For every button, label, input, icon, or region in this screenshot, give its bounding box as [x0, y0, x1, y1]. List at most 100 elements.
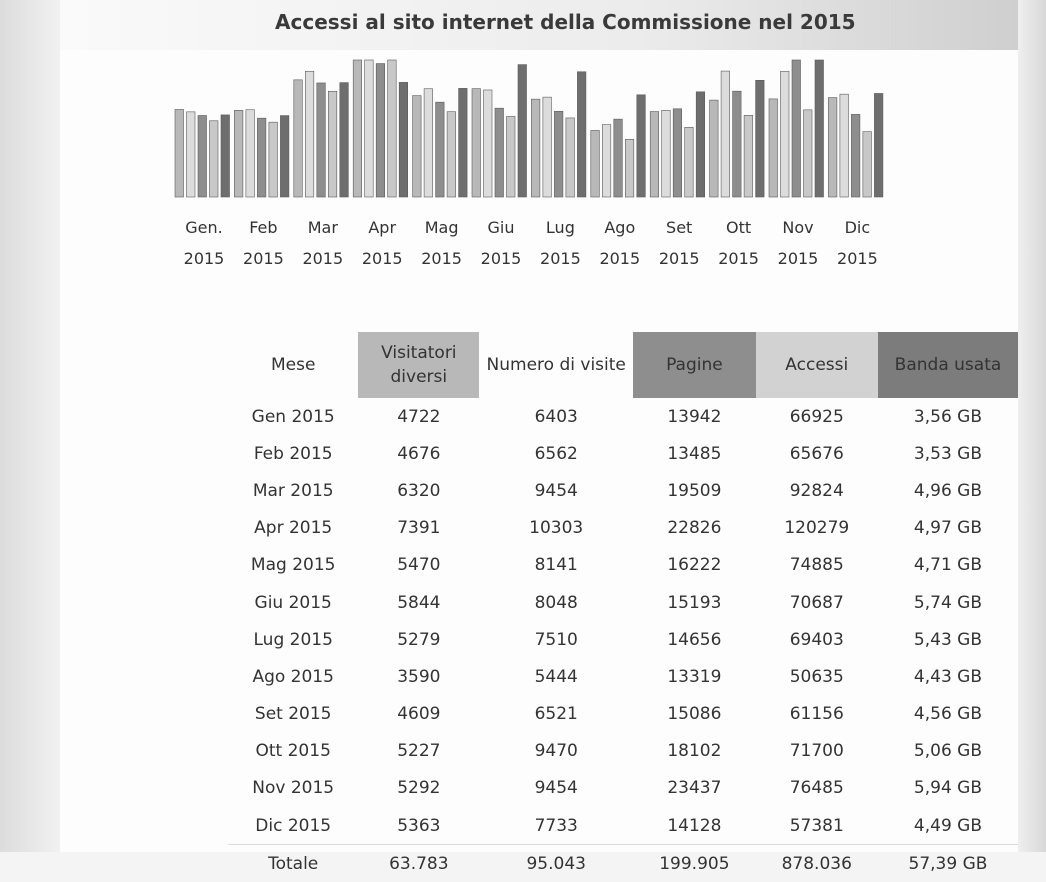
- header-visitatori: Visitatori diversi: [358, 332, 480, 398]
- bar: [839, 93, 849, 198]
- bar: [234, 110, 244, 198]
- cell-accessi: 66925: [789, 406, 844, 427]
- cell-visite: 6403: [534, 406, 578, 427]
- bar: [720, 70, 730, 198]
- bar: [364, 59, 374, 198]
- cell-mese: Lug 2015: [253, 629, 333, 650]
- month-label-name: Apr: [368, 218, 397, 237]
- bar: [280, 115, 290, 198]
- bar: [197, 115, 207, 198]
- cell-pagine: 13485: [667, 443, 722, 464]
- cell-mese: Ago 2015: [252, 666, 334, 687]
- cell-mese: Dic 2015: [255, 815, 332, 836]
- header-banda: Banda usata: [877, 332, 1018, 398]
- bar: [387, 59, 397, 198]
- bar: [483, 89, 493, 198]
- table-row: Dic 2015 5363 7733 14128 57381 4,49 GB: [228, 807, 1018, 845]
- bar: [257, 117, 267, 198]
- cell-banda: 4,56 GB: [913, 704, 983, 725]
- cell-visite: 7733: [534, 815, 578, 836]
- title-band: Accessi al sito internet della Commissio…: [60, 0, 1018, 50]
- month-label-name: Mar: [307, 218, 338, 237]
- month-label-year: 2015: [480, 249, 522, 268]
- cell-mese: Ott 2015: [255, 741, 331, 762]
- bar: [494, 107, 504, 198]
- cell-banda: 4,97 GB: [913, 518, 983, 539]
- cell-mese: Nov 2015: [252, 778, 335, 799]
- bar-group: [174, 109, 230, 198]
- cell-banda: 4,96 GB: [913, 480, 983, 501]
- bar: [293, 79, 303, 198]
- cell-banda: 5,06 GB: [913, 741, 983, 762]
- month-label-year: 2015: [777, 249, 819, 268]
- cell-mese: Mar 2015: [252, 480, 334, 501]
- month-label: Dic 2015: [829, 212, 885, 274]
- cell-visitatori: 5844: [397, 592, 441, 613]
- month-label-name: Set: [666, 218, 693, 237]
- cell-visitatori: 5470: [397, 555, 441, 576]
- bar: [268, 121, 278, 198]
- bar-group: [412, 88, 468, 198]
- total-banda: 57,39 GB: [877, 844, 1018, 882]
- month-label: Mar 2015: [295, 212, 351, 274]
- month-label-name: Mag: [424, 218, 459, 237]
- table-row: Ago 2015 3590 5444 13319 50635 4,43 GB: [228, 658, 1018, 695]
- header-pagine: Pagine: [633, 332, 756, 398]
- cell-mese: Gen 2015: [251, 406, 335, 427]
- month-label-name: Ott: [726, 218, 752, 237]
- bar: [851, 114, 861, 198]
- table-row: Mag 2015 5470 8141 16222 74885 4,71 GB: [228, 547, 1018, 584]
- cell-visitatori: 5227: [397, 741, 441, 762]
- cell-pagine: 13942: [667, 406, 722, 427]
- cell-banda: 5,43 GB: [913, 629, 983, 650]
- bar: [398, 82, 409, 198]
- month-label: Feb 2015: [235, 212, 291, 274]
- month-label: Nov 2015: [770, 212, 826, 274]
- bar: [590, 130, 600, 198]
- bar-group: [590, 94, 646, 198]
- bar: [531, 98, 541, 198]
- cell-pagine: 23437: [667, 778, 722, 799]
- bar: [684, 127, 694, 198]
- bar: [220, 114, 230, 198]
- cell-mese: Set 2015: [254, 704, 332, 725]
- bar: [624, 139, 635, 198]
- bar: [517, 64, 527, 198]
- bar: [506, 116, 516, 198]
- cell-mese: Giu 2015: [254, 592, 332, 613]
- cell-accessi: 120279: [784, 518, 850, 539]
- bar: [791, 59, 801, 198]
- month-label-year: 2015: [421, 249, 462, 268]
- bar: [446, 111, 456, 198]
- month-label-year: 2015: [540, 249, 581, 268]
- bar-group: [293, 70, 349, 198]
- month-label-name: Feb: [249, 218, 278, 237]
- cell-visitatori: 6320: [397, 480, 441, 501]
- bar: [732, 90, 742, 198]
- bar: [780, 70, 790, 198]
- month-label: Ago 2015: [592, 212, 648, 274]
- table-row: Mar 2015 6320 9454 19509 92824 4,96 GB: [228, 472, 1018, 509]
- header-visite: Numero di visite: [486, 355, 626, 375]
- bar: [803, 109, 813, 198]
- cell-accessi: 50635: [789, 666, 844, 687]
- cell-accessi: 71700: [789, 741, 844, 762]
- bar-chart: [174, 59, 884, 198]
- month-label: Mag 2015: [414, 212, 470, 274]
- bar: [186, 111, 196, 198]
- month-label-name: Lug: [545, 218, 575, 237]
- bar: [554, 111, 564, 198]
- cell-banda: 5,74 GB: [913, 592, 983, 613]
- month-label: Giu 2015: [473, 212, 529, 274]
- table-header-row: Mese Visitatori diversi Numero di visite…: [228, 332, 1018, 398]
- bar: [305, 70, 315, 198]
- total-visitatori: 63.783: [358, 844, 480, 882]
- month-label-name: Giu: [487, 218, 515, 237]
- bar: [209, 120, 219, 198]
- cell-visitatori: 5279: [397, 629, 441, 650]
- cell-visite: 7510: [534, 629, 578, 650]
- bar: [458, 88, 468, 198]
- cell-accessi: 74885: [789, 555, 844, 576]
- table-row: Giu 2015 5844 8048 15193 70687 5,74 GB: [228, 584, 1018, 621]
- bar: [613, 118, 623, 198]
